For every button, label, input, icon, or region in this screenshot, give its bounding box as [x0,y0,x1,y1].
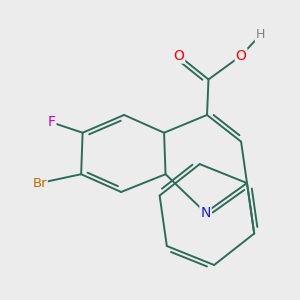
Text: O: O [236,49,247,63]
Text: O: O [173,49,184,63]
Text: N: N [200,206,211,220]
Text: H: H [256,28,265,41]
Text: Br: Br [32,177,47,190]
Text: F: F [47,116,56,129]
